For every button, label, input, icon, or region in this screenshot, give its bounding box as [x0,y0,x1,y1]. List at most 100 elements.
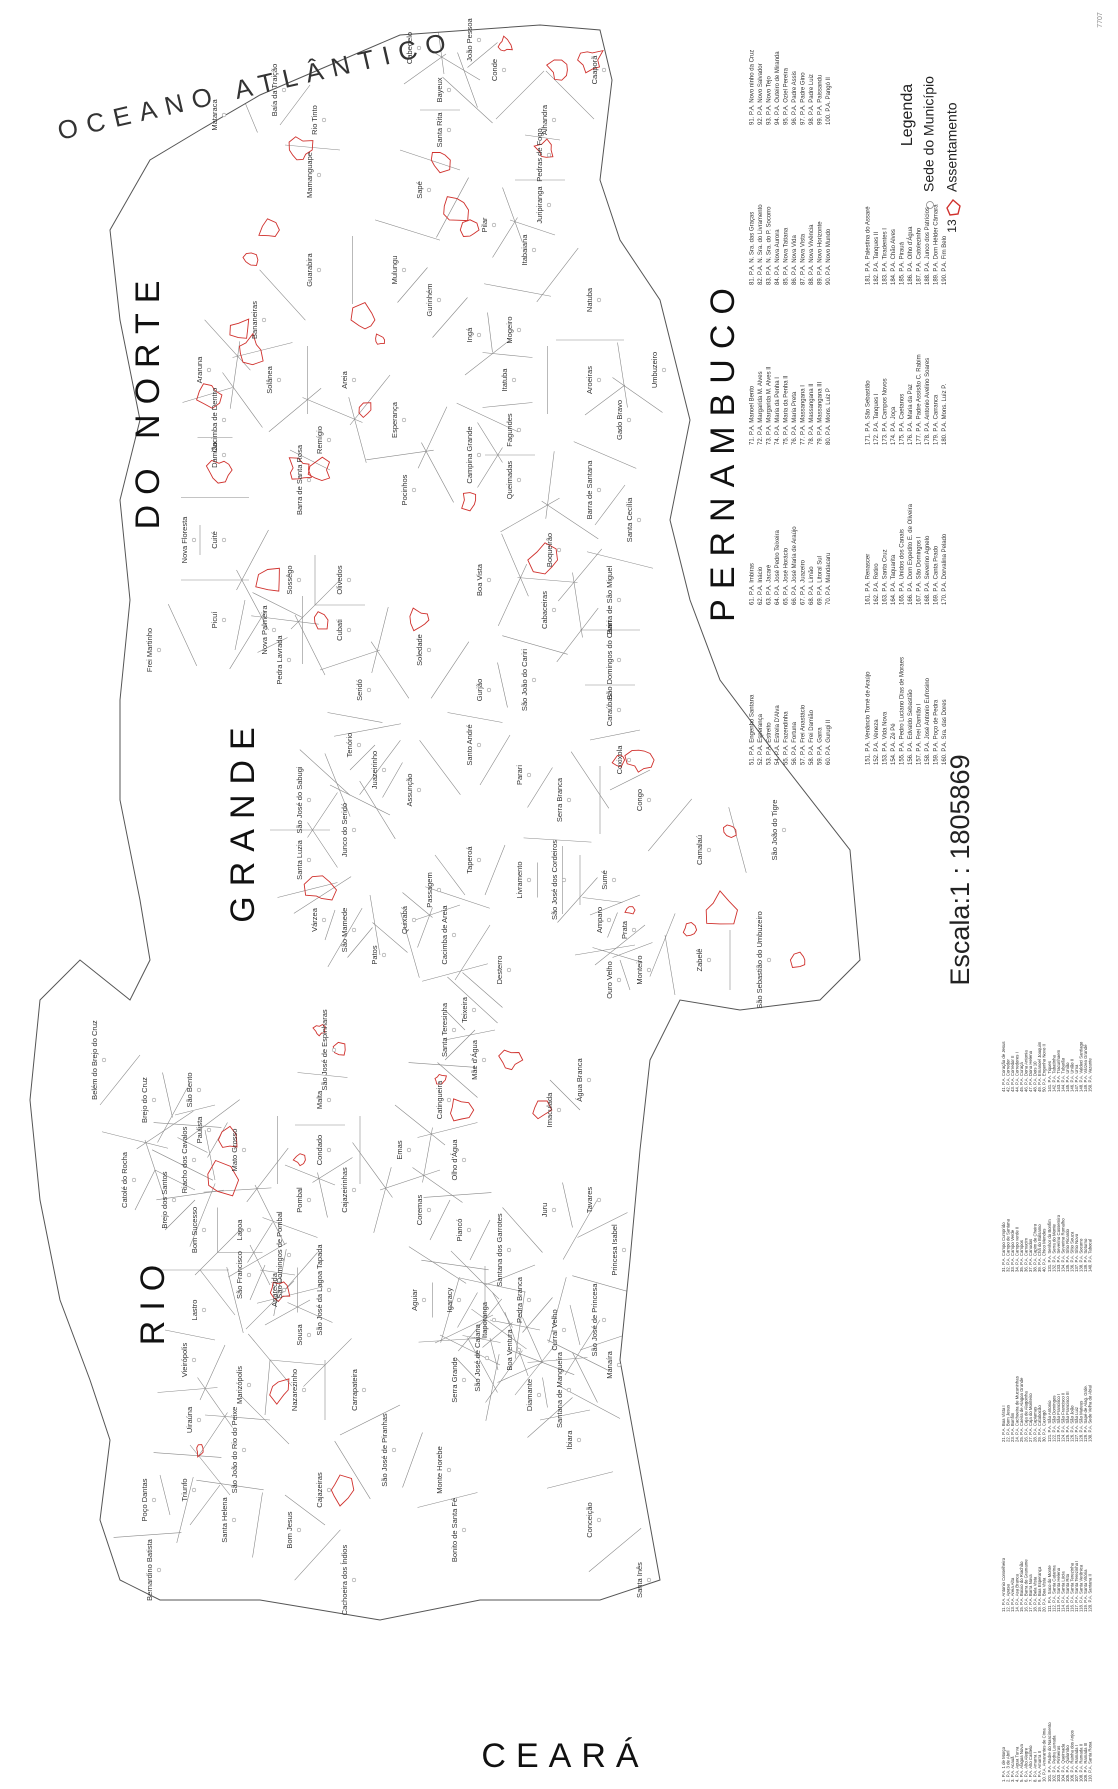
municipal-seat [622,1248,626,1252]
municipal-seat [327,1148,331,1152]
municipal-border [349,397,367,463]
municipal-border [295,615,325,675]
municipality-name: Olho d'Água [450,1139,459,1181]
municipal-seat [192,1488,196,1492]
municipal-border [430,1200,450,1240]
municipal-seat [552,118,556,122]
municipality-name: Areia [340,370,349,388]
municipal-seat [222,453,226,457]
municipality-name: Catingueira [435,1080,444,1119]
municipal-border [175,1105,215,1115]
page-code: 7707 [1097,12,1104,28]
municipal-border [420,740,461,794]
municipality-name: Queimadas [505,461,514,500]
settlement-list-entry: 72. P.A. Margarida M. Alves [758,371,764,445]
settlement-list-entry: 79. P.A. Massangana III [818,381,824,445]
settlement-list-entry: 77. P.A. Massangana I [801,385,807,445]
municipal-border [563,1183,573,1228]
municipal-border [483,403,533,408]
municipal-seat [547,203,551,207]
municipal-border [574,442,637,469]
municipal-border [383,763,403,798]
settlement-list-entry: 154. P.A. Zé Pé [891,723,897,765]
settlement-list-entry: 50. P.A. Engenho Novo II [1042,1044,1047,1092]
municipality-name: Camalaú [695,835,704,865]
municipal-border [247,1148,288,1202]
municipal-border [190,1445,230,1495]
municipality-name: Conceição [585,1502,594,1537]
municipal-border [418,1493,478,1508]
municipal-seat [352,828,356,832]
municipality-name: Diamante [525,1379,534,1411]
municipal-border [478,423,503,463]
region-label: PERNAMBUCO [704,278,742,622]
municipal-seat [222,538,226,542]
municipal-seat [532,248,536,252]
municipal-border [575,945,635,955]
settlement-list-entry: 52. P.A. Esperança [758,713,764,765]
settlement-list-entry: 91. P.A. Novo ninho da Cruz [750,50,756,125]
municipal-border [398,268,428,303]
municipal-border [135,1170,155,1210]
municipality-name: Bananeiras [250,301,259,339]
municipal-seat [287,1253,291,1257]
municipality-name: Serra Grande [450,1357,459,1402]
municipal-border [374,1167,392,1233]
municipality-name: Congo [635,789,644,811]
municipality-name: Livramento [515,861,524,898]
municipal-seat [532,678,536,682]
municipal-border [223,373,263,428]
municipal-border [537,248,578,302]
settlement-list-entry: 173. P.A. Campos Novos [883,378,889,445]
municipal-border [496,71,544,119]
settlement-list-entry: 163. P.A. Santa Cruz [883,549,889,605]
municipal-seat [462,1528,466,1532]
municipality-name: São João do Cariri [520,649,529,711]
municipality-name: Pedra Lavrada [275,635,284,685]
municipality-name: São Francisco [235,1251,244,1299]
municipal-border [158,1388,218,1393]
municipality-name: Boa Ventura [505,1329,514,1371]
municipal-border [484,284,551,297]
settlement-list-entry: 186. P.A. Olho d'Água [907,226,914,285]
municipality-name: Imaculada [545,1092,554,1127]
settlement-list-entry: 183. P.A. Tiradentes I [883,228,889,285]
municipal-seat [307,798,311,802]
municipal-seat [322,118,326,122]
municipality-name: Guarabira [305,253,314,287]
municipality-name: Cuité [210,531,219,549]
municipal-seat [517,478,521,482]
municipal-border [250,1245,270,1285]
municipality-name: Pombal [295,1187,304,1213]
municipal-seat [477,858,481,862]
municipal-border [502,636,567,655]
municipal-seat [552,608,556,612]
legend-title: Legenda [899,84,916,146]
settlement-list-entry: 20. P.A. Boa Vista [1042,1577,1047,1612]
municipality-name: Teixeira [460,996,469,1023]
settlement-list-entry: 153. P.A. Vida Nova [883,711,889,765]
municipal-border [335,1441,371,1499]
municipality-name: Cachoeira dos Índios [340,1545,349,1616]
settlement-area [499,1050,523,1069]
municipality-name: Catolé do Rocha [120,1151,129,1208]
settlement-list-entry: 174. P.A. Joça [891,406,897,445]
municipality-name: Cabaceiras [540,591,549,629]
settlement-area [293,1154,305,1166]
municipality-name: Marizópolis [235,1366,244,1404]
municipality-name: Sossêgo [285,565,294,594]
municipal-seat [307,1198,311,1202]
municipal-border [447,977,497,1023]
municipality-name: Itabaiana [520,234,529,266]
municipal-seat [492,223,496,227]
municipal-border [431,642,469,699]
municipal-seat [347,578,351,582]
municipal-seat [172,1198,176,1202]
municipality-name: Mamanguape [305,152,314,198]
municipal-border [183,388,233,403]
municipal-seat [552,1208,556,1212]
municipality-name: Condado [315,1135,324,1165]
municipal-border [729,807,747,873]
settlement-area [460,220,479,237]
municipality-name: Paulista [195,1116,204,1144]
